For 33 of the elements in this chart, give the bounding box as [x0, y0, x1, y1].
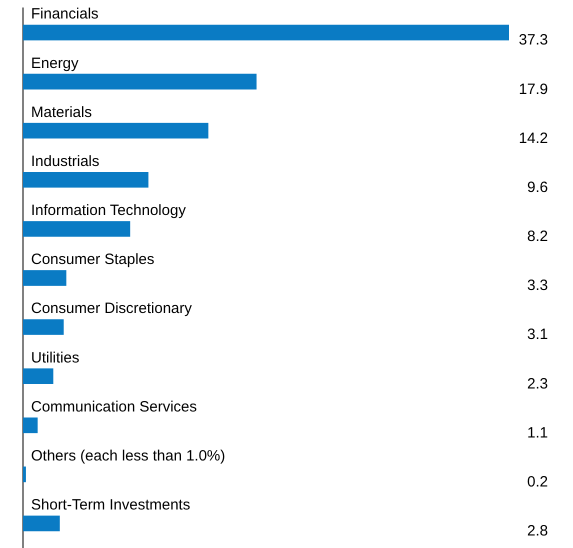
data-label: 17.9 — [518, 80, 548, 98]
bar — [23, 221, 130, 237]
y-tick-label: Short-Term Investments — [31, 496, 190, 514]
bar — [23, 368, 54, 384]
data-label: 0.2 — [527, 474, 548, 491]
data-label: 2.3 — [527, 375, 548, 392]
bar — [23, 24, 509, 40]
y-tick-label: Information Technology — [31, 202, 186, 220]
data-label: 3.1 — [527, 326, 548, 344]
y-tick-label: Materials — [31, 104, 92, 121]
bar — [23, 319, 64, 335]
y-tick-label: Consumer Discretionary — [31, 300, 192, 318]
bar — [23, 74, 257, 90]
bar — [23, 417, 38, 434]
y-tick-label: Utilities — [31, 349, 80, 366]
data-label: 2.8 — [527, 522, 548, 540]
data-label: 37.3 — [518, 32, 548, 49]
data-label: 8.2 — [527, 228, 548, 246]
data-label: 1.1 — [527, 424, 548, 442]
bar — [23, 466, 26, 482]
y-tick-label: Communication Services — [31, 398, 197, 416]
y-tick-label: Financials — [31, 6, 99, 23]
data-label: 14.2 — [518, 130, 548, 147]
data-label: 9.6 — [527, 178, 548, 196]
bar — [23, 516, 60, 532]
y-tick-label: Consumer Staples — [31, 251, 154, 268]
bar — [23, 122, 208, 139]
y-tick-label: Others (each less than 1.0%) — [31, 448, 226, 465]
data-label: 3.3 — [527, 277, 548, 294]
y-tick-label: Energy — [31, 54, 80, 72]
bar — [23, 172, 148, 188]
bar — [23, 270, 66, 286]
y-tick-label: Industrials — [31, 152, 100, 170]
